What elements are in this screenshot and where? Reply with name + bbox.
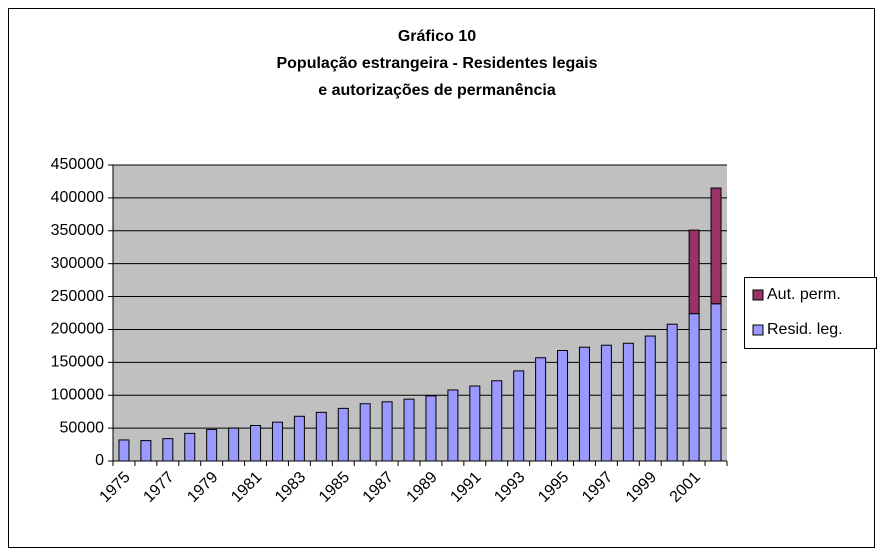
bar [250,424,262,462]
bar [469,385,481,462]
legend-swatch [752,324,764,336]
bar [447,389,459,462]
bar [710,187,722,305]
bar [140,440,152,462]
y-tick-label: 0 [95,452,104,469]
y-tick-label: 350000 [51,222,104,239]
chart-title: e autorizações de permanência [318,82,556,99]
legend-box [744,277,877,349]
bar [118,439,130,462]
y-tick-label: 150000 [51,354,104,371]
chart-title: População estrangeira - Residentes legai… [276,55,597,72]
plot-area [113,165,727,461]
bar [162,438,174,462]
bar [228,427,240,462]
bar [359,403,371,462]
bar [184,432,196,462]
bar [315,411,327,462]
bar [666,323,678,462]
bar [206,428,218,462]
y-tick-label: 50000 [60,419,105,436]
bar [271,421,283,462]
bar [513,370,525,462]
bar [600,344,612,462]
bar [535,357,547,462]
y-tick-label: 450000 [51,156,104,173]
bar [403,398,415,462]
bar [578,346,590,462]
legend-swatch [752,289,764,301]
legend-label: Resid. leg. [767,321,843,338]
bar [491,380,503,462]
bar [622,342,634,462]
y-tick-label: 100000 [51,386,104,403]
y-tick-label: 300000 [51,255,104,272]
bar [688,229,700,315]
bar [337,407,349,462]
chart-title: Gráfico 10 [398,28,476,45]
bar [644,335,656,462]
y-tick-label: 200000 [51,321,104,338]
bar [381,401,393,462]
bar [293,415,305,462]
legend-label: Aut. perm. [767,286,841,303]
bar [710,303,722,462]
bar [688,313,700,462]
bar [425,395,437,462]
bar [557,349,569,462]
y-tick-label: 400000 [51,189,104,206]
y-tick-label: 250000 [51,288,104,305]
